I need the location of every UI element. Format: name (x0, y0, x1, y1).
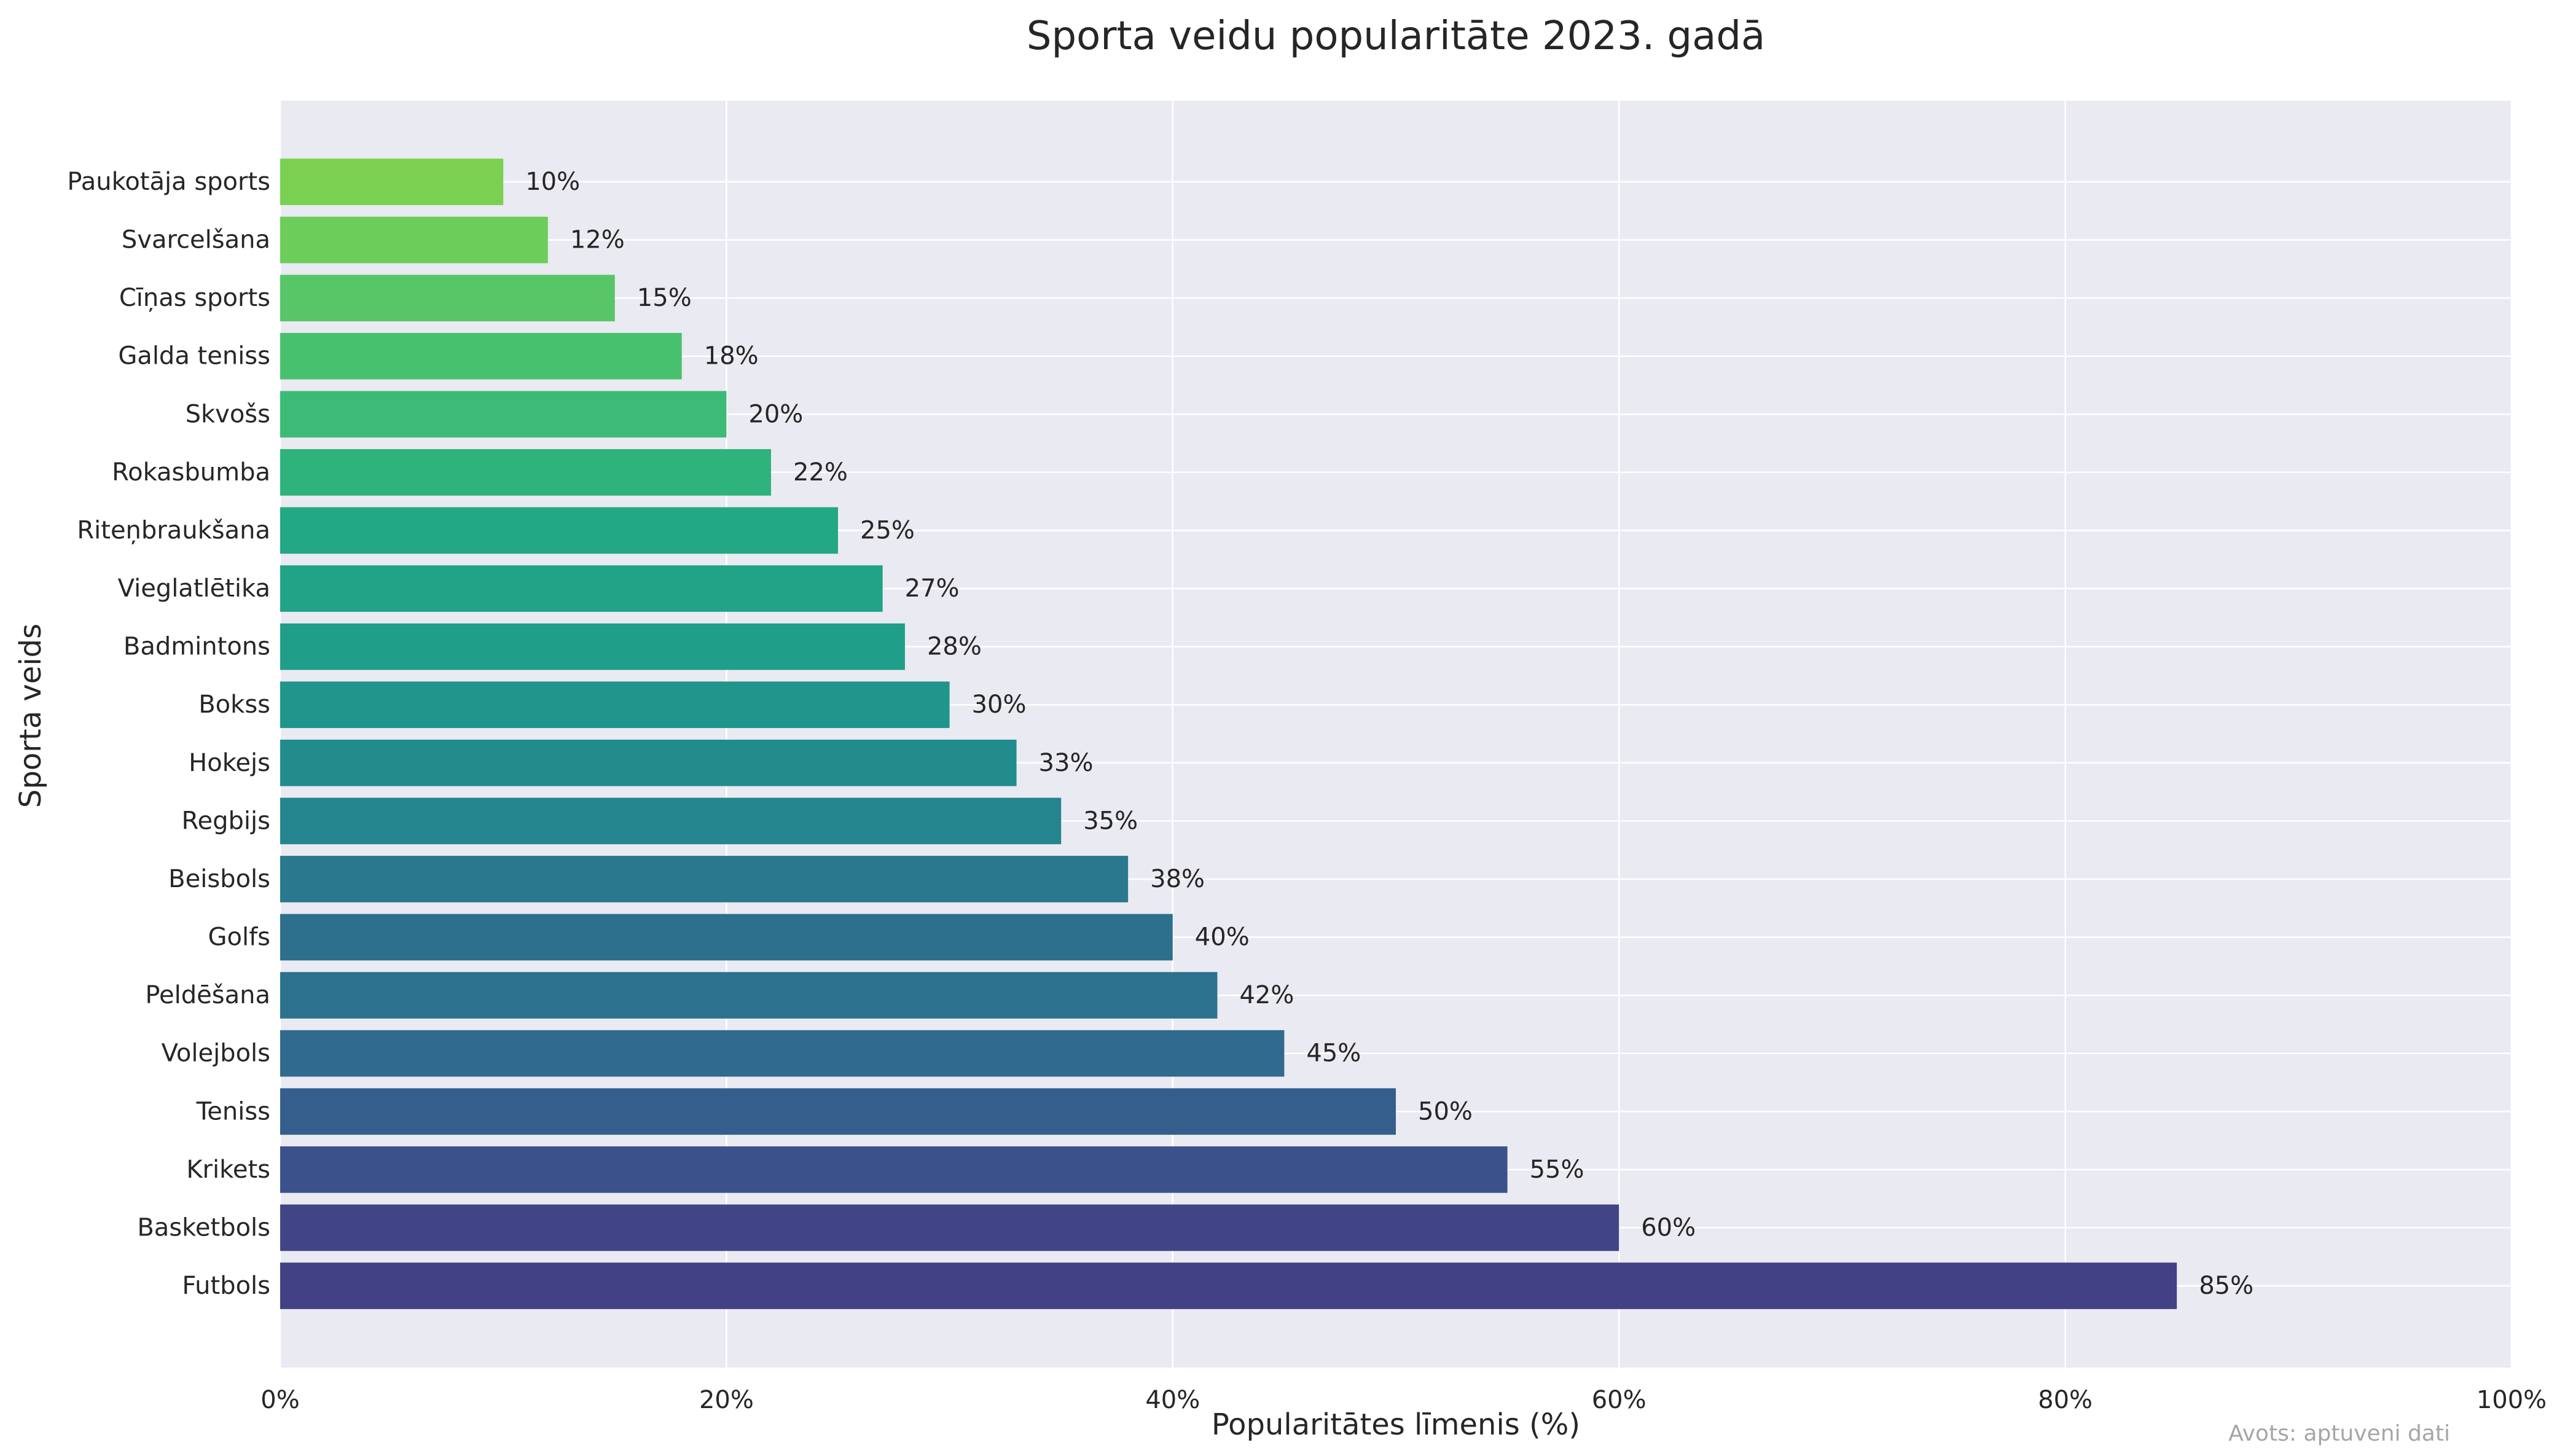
y-axis-title: Sporta veids (14, 624, 48, 808)
x-tick-label: 20% (699, 1386, 754, 1414)
y-tick-label: Rokasbumba (112, 458, 270, 487)
bar (280, 1030, 1285, 1077)
bar-value-label: 33% (1039, 749, 1094, 777)
y-tick-label: Galda teniss (118, 342, 270, 370)
y-tick-label: Hokejs (189, 749, 270, 777)
bar (280, 914, 1173, 961)
y-tick-label: Svarcelšana (122, 226, 270, 254)
bar (280, 332, 682, 380)
y-tick-label: Basketbols (137, 1213, 270, 1242)
bar-value-label: 22% (793, 458, 848, 487)
bar-value-label: 55% (1530, 1156, 1584, 1184)
bar-value-label: 12% (570, 226, 625, 254)
bar-value-label: 20% (748, 400, 803, 428)
y-tick-label: Vieglatlētika (118, 574, 270, 603)
y-axis-tick-labels: Futbols Basketbols Krikets Teniss Volejbols P… (67, 168, 270, 1300)
bar (280, 275, 615, 321)
bar (280, 449, 772, 496)
y-tick-label: Badmintons (123, 633, 270, 661)
y-tick-label: Skvošs (186, 400, 270, 428)
bar (280, 1088, 1396, 1135)
source-note: Avots: aptuveni dati (2228, 1421, 2450, 1446)
y-tick-label: Teniss (196, 1097, 270, 1125)
bar (280, 972, 1218, 1019)
x-tick-label: 100% (2477, 1386, 2547, 1414)
bar-value-label: 45% (1306, 1039, 1361, 1068)
y-tick-label: Regbijs (182, 807, 270, 835)
x-tick-label: 0% (260, 1386, 299, 1414)
bar-value-label: 27% (905, 574, 960, 603)
bar-value-label: 28% (927, 633, 982, 661)
y-tick-label: Volejbols (162, 1039, 270, 1068)
bar (280, 565, 883, 612)
bar-value-label: 60% (1641, 1213, 1696, 1242)
bar-value-label: 18% (704, 342, 759, 370)
x-axis-tick-labels: 0% 20% 40% 60% 80% 100% (260, 1386, 2547, 1414)
bar-value-label: 30% (972, 691, 1027, 719)
bar-value-label: 42% (1239, 981, 1294, 1009)
bar (280, 159, 504, 205)
bars (280, 159, 2177, 1309)
y-tick-label: Riteņbraukšana (77, 516, 270, 544)
bar (280, 623, 905, 670)
x-axis-title: Popularitātes līmenis (%) (1212, 1407, 1580, 1442)
bar (280, 507, 838, 554)
y-tick-label: Paukotāja sports (67, 168, 270, 196)
bar-value-label: 50% (1418, 1097, 1473, 1125)
y-tick-label: Bokss (198, 691, 270, 719)
y-tick-label: Beisbols (168, 865, 270, 893)
chart-title: Sporta veidu popularitāte 2023. gadā (1027, 14, 1765, 59)
bar-value-label: 15% (637, 284, 692, 312)
bar (280, 856, 1129, 902)
x-tick-label: 60% (1592, 1386, 1647, 1414)
bar (280, 1262, 2177, 1309)
y-tick-label: Cīņas sports (119, 284, 270, 312)
x-tick-label: 40% (1145, 1386, 1200, 1414)
bar (280, 391, 727, 438)
bar-value-label: 85% (2199, 1272, 2254, 1300)
data-labels: 85% 60% 55% 50% 45% 42% 40% 38% 35% 33% 30% 28% 27% 2… (525, 168, 2254, 1300)
y-tick-label: Futbols (182, 1272, 270, 1300)
bar (280, 1204, 1619, 1251)
bar (280, 216, 548, 264)
bar (280, 797, 1062, 845)
y-tick-label: Golfs (208, 923, 270, 952)
y-tick-label: Krikets (186, 1156, 270, 1184)
bar-value-label: 35% (1083, 807, 1138, 835)
bar (280, 1146, 1508, 1193)
bar (280, 739, 1017, 786)
bar-value-label: 40% (1195, 923, 1250, 952)
bar-value-label: 25% (860, 516, 915, 544)
y-tick-label: Peldēšana (145, 981, 270, 1009)
bar-value-label: 10% (525, 168, 580, 196)
bar (280, 681, 950, 729)
x-tick-label: 80% (2038, 1386, 2093, 1414)
bar-value-label: 38% (1150, 865, 1205, 893)
